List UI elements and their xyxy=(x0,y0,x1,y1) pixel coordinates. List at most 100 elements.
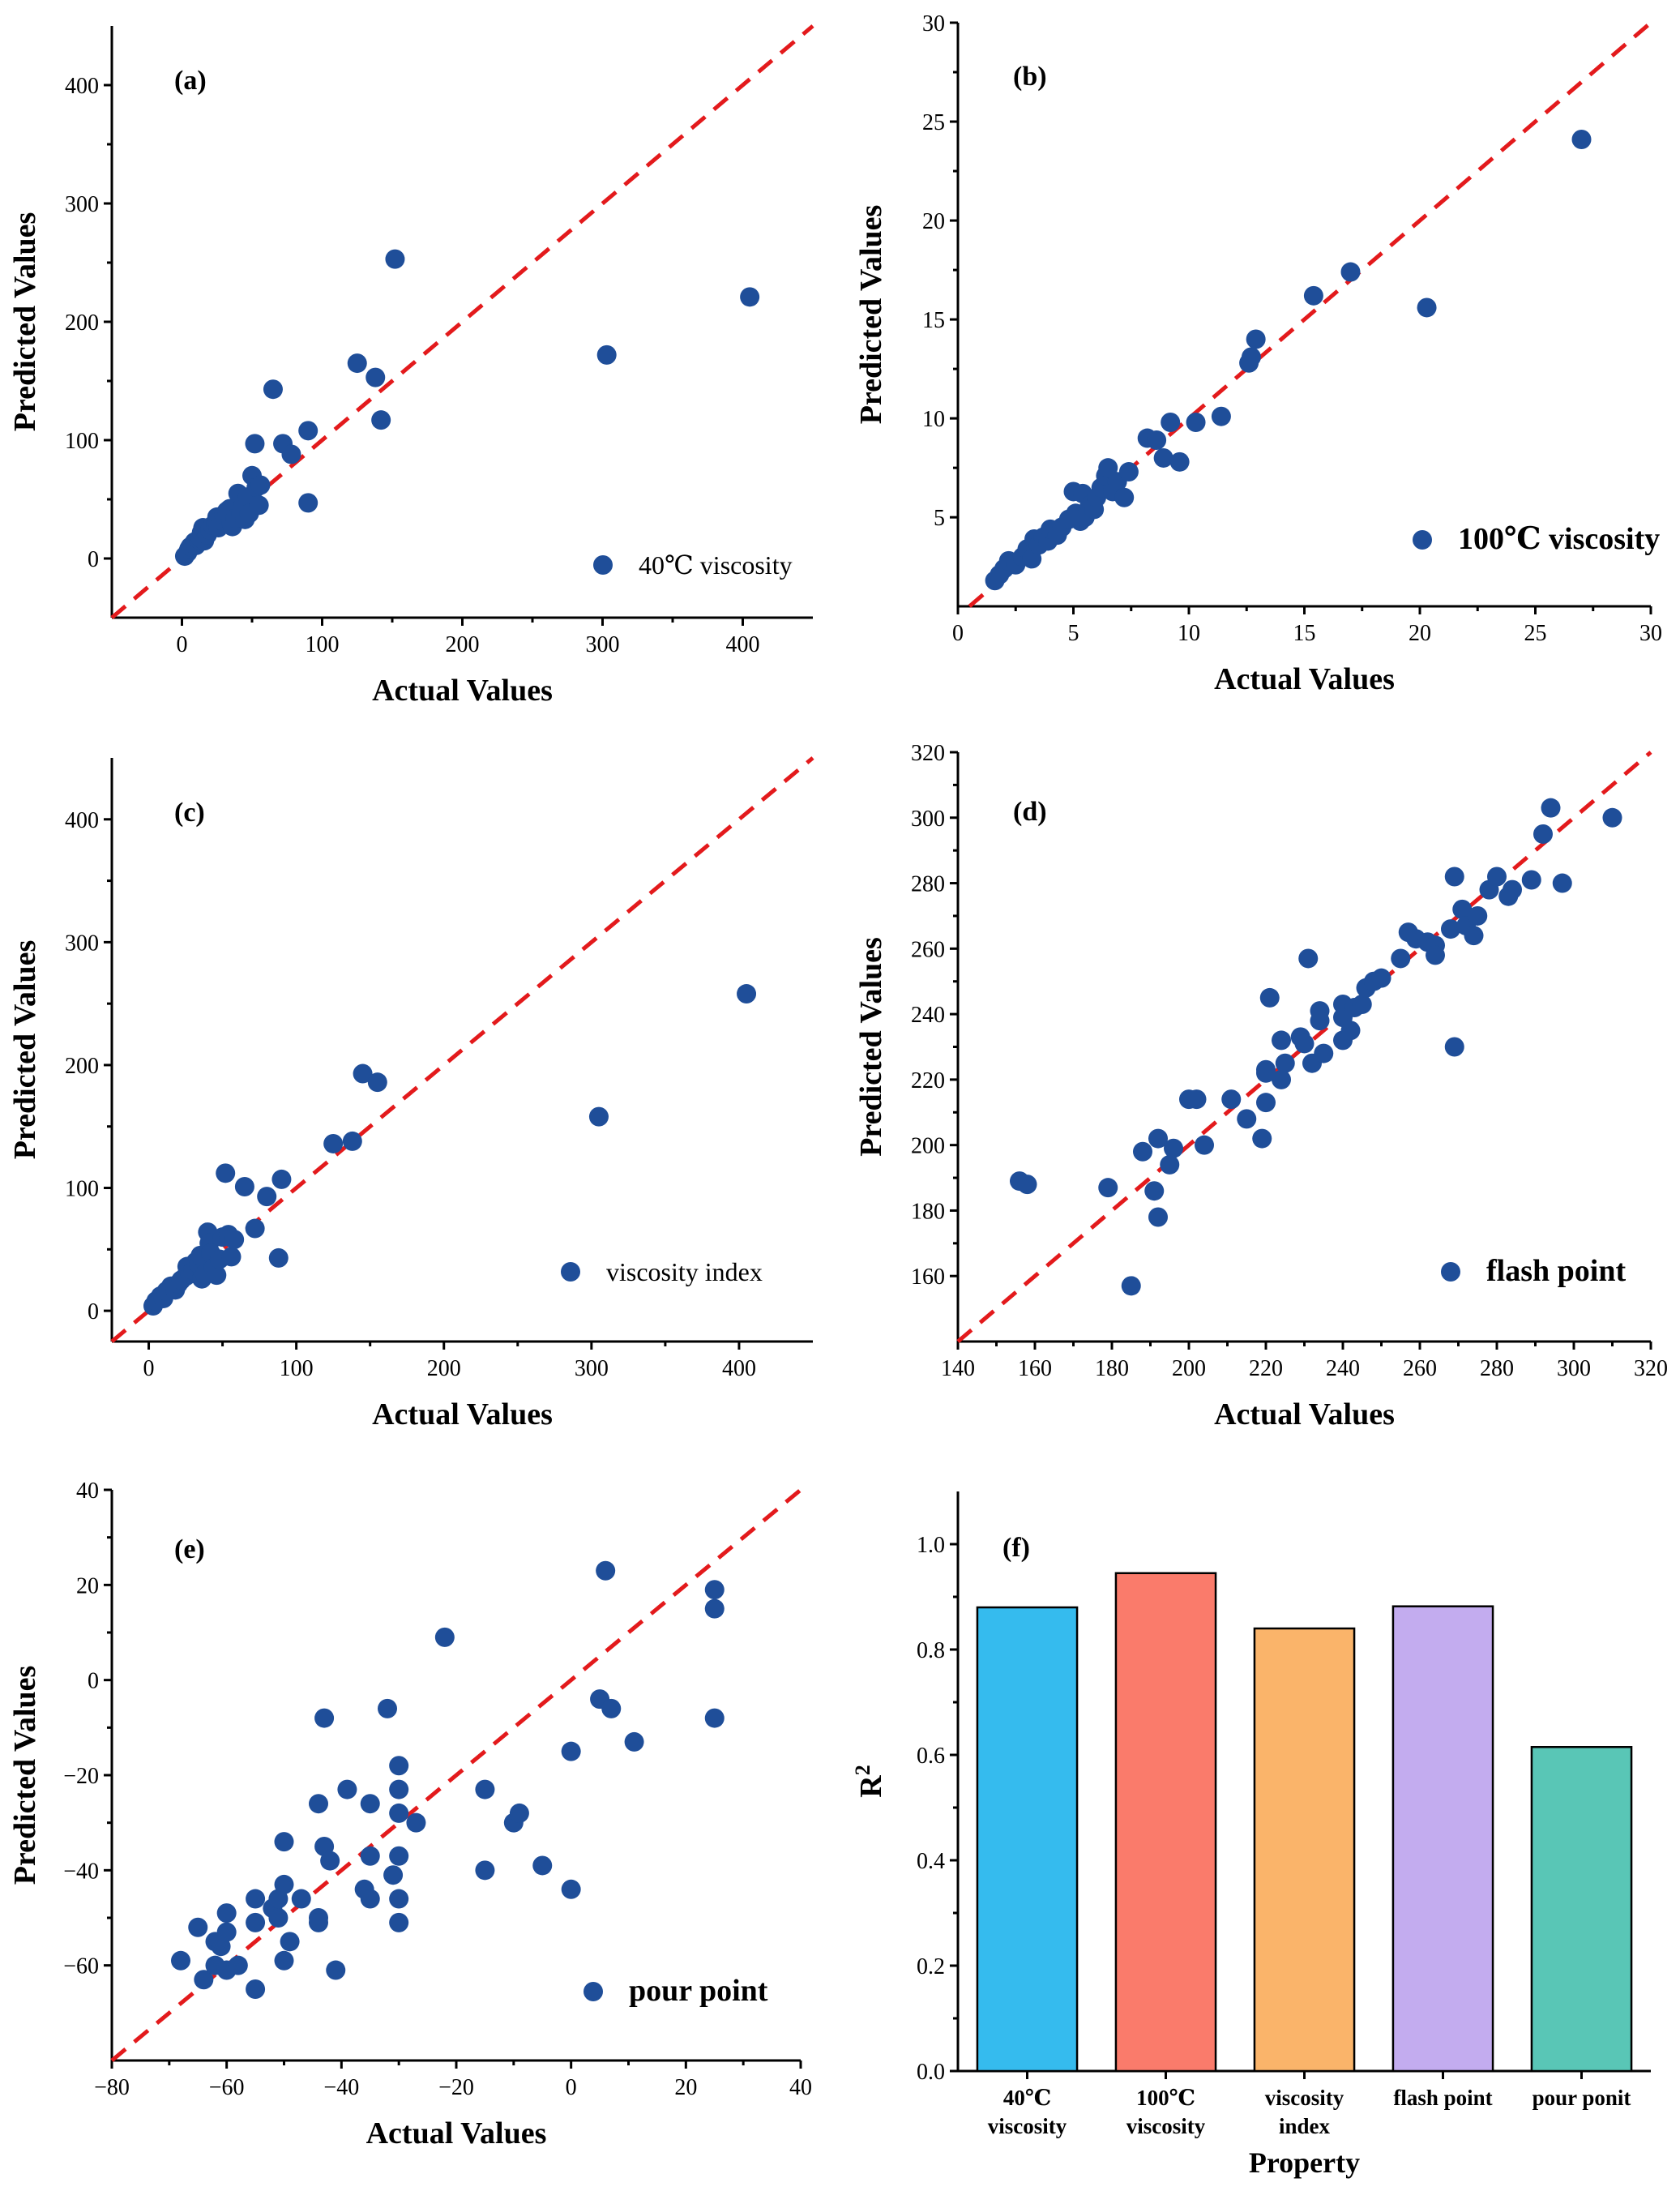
data-point xyxy=(1441,919,1460,939)
data-point xyxy=(1391,948,1411,969)
data-point xyxy=(194,1970,214,1990)
legend-label: 40℃ viscosity xyxy=(639,550,793,580)
data-point xyxy=(704,1598,725,1619)
data-point xyxy=(280,1932,300,1952)
y-tick-label: 320 xyxy=(911,741,945,766)
x-tick-label: 300 xyxy=(1557,1356,1591,1381)
category-label: viscosity xyxy=(988,2114,1067,2138)
x-tick-label: 5 xyxy=(1068,621,1079,646)
data-point xyxy=(434,1627,455,1647)
chart-f: 0.0 0.2 0.4 0.6 0.8 1.0 (f) R2 40℃ viscosity 100℃ v… xyxy=(851,1491,1651,2179)
data-point xyxy=(298,493,318,513)
data-point xyxy=(1340,262,1361,282)
data-point xyxy=(1298,948,1319,969)
data-point xyxy=(1314,1043,1334,1063)
data-point xyxy=(367,1072,387,1093)
x-tick-label: −40 xyxy=(323,2075,359,2100)
data-point xyxy=(378,1698,397,1718)
data-point xyxy=(216,1163,236,1183)
chart-c: 0 100 200 300 400 (c) Predicted Values 0 100 200 3… xyxy=(8,756,814,1431)
x-tick-label: 0 xyxy=(177,632,188,657)
x-tick-label: 200 xyxy=(427,1356,461,1381)
data-point xyxy=(371,410,391,430)
data-point xyxy=(389,1889,409,1909)
data-point xyxy=(1148,1128,1168,1149)
x-tick-label: 140 xyxy=(941,1356,975,1381)
x-tick-label: 180 xyxy=(1095,1356,1129,1381)
x-axis-title: Actual Values xyxy=(366,2116,547,2150)
y-axis-title: Predicted Values xyxy=(8,940,42,1160)
y-tick-label: 0.6 xyxy=(917,1744,945,1769)
y-tick-label: 260 xyxy=(911,937,945,962)
data-point xyxy=(245,434,265,454)
x-tick-label: 400 xyxy=(726,632,760,657)
legend-marker xyxy=(1413,530,1432,550)
y-tick-label: 0 xyxy=(88,547,99,572)
data-point xyxy=(383,1865,404,1885)
data-point xyxy=(1256,1093,1276,1113)
data-point xyxy=(389,1803,409,1823)
data-point xyxy=(406,1812,426,1833)
data-point xyxy=(389,1846,409,1866)
data-point xyxy=(1310,1011,1330,1031)
data-point xyxy=(250,475,271,495)
data-point xyxy=(360,1889,380,1909)
data-point xyxy=(1303,285,1323,306)
y-axis-title: Predicted Values xyxy=(854,205,888,425)
x-tick-label: −80 xyxy=(94,2075,130,2100)
data-point xyxy=(1426,945,1445,965)
x-tick-label: 400 xyxy=(722,1356,756,1381)
data-point xyxy=(365,367,386,387)
x-tick-label: 0 xyxy=(143,1356,155,1381)
data-point xyxy=(1256,1063,1276,1083)
category-label: flash point xyxy=(1393,2086,1492,2110)
x-tick-label: 20 xyxy=(674,2075,697,2100)
y-tick-label: 220 xyxy=(911,1068,945,1093)
data-point xyxy=(1148,1207,1168,1227)
x-tick-label: −20 xyxy=(438,2075,474,2100)
y-tick-label: 300 xyxy=(911,807,945,832)
y-tick-label: 30 xyxy=(922,11,945,36)
data-point xyxy=(385,249,405,269)
category-label: 40℃ xyxy=(1003,2086,1051,2110)
data-point xyxy=(337,1779,357,1799)
data-point xyxy=(1417,297,1437,318)
data-point xyxy=(561,1879,581,1899)
data-point xyxy=(1294,1033,1315,1054)
data-point xyxy=(1237,1109,1257,1129)
data-point xyxy=(323,1133,344,1153)
data-point xyxy=(704,1708,725,1728)
data-point xyxy=(216,1922,237,1942)
data-point xyxy=(298,421,318,441)
legend-label: 100℃ viscosity xyxy=(1458,522,1660,556)
x-tick-label: 10 xyxy=(1178,621,1200,646)
data-point xyxy=(245,1218,265,1239)
data-point xyxy=(326,1960,346,1980)
data-point xyxy=(188,1917,208,1937)
data-point xyxy=(274,1950,294,1971)
x-axis-title: Actual Values xyxy=(1214,1397,1395,1431)
x-axis-title: Actual Values xyxy=(372,1397,553,1431)
y-axis-title: Predicted Values xyxy=(8,212,42,432)
data-point xyxy=(234,1177,254,1197)
y-tick-label: 400 xyxy=(65,74,99,99)
legend-label: pour point xyxy=(629,1974,768,2008)
y-axis-title: R2 xyxy=(851,1765,888,1797)
y-tick-label: 0.2 xyxy=(917,1954,945,1979)
data-point xyxy=(1444,867,1464,887)
data-point xyxy=(1186,1089,1207,1110)
data-point xyxy=(389,1779,409,1799)
x-axis-title: Actual Values xyxy=(1214,662,1395,696)
data-point xyxy=(596,1560,616,1581)
y-tick-label: 0.8 xyxy=(917,1638,945,1663)
data-point xyxy=(624,1731,644,1752)
y-tick-label: 0 xyxy=(88,1299,99,1324)
data-point xyxy=(1444,1037,1464,1057)
data-point xyxy=(309,1794,328,1814)
data-point xyxy=(281,444,301,464)
data-point xyxy=(246,1912,266,1932)
data-point xyxy=(561,1741,581,1761)
chart-d: 160 180 200 220 240 260 280 300 320 (d) Predicted … xyxy=(854,741,1668,1431)
data-point xyxy=(1161,413,1181,433)
x-tick-label: 0 xyxy=(952,621,964,646)
